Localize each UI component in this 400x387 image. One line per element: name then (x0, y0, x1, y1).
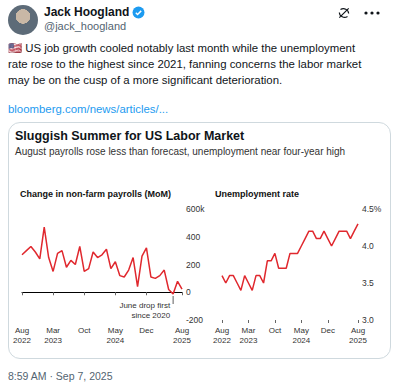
svg-text:2023: 2023 (240, 336, 258, 345)
svg-text:400: 400 (186, 232, 200, 242)
html-text:Jack Hoogland: Jack Hoogland (44, 5, 130, 19)
svg-text:3.5: 3.5 (362, 278, 374, 288)
svg-text:May: May (108, 326, 123, 335)
html-text:bloomberg.com/news/articles/..: bloomberg.com/news/articles/... (8, 103, 169, 115)
svg-text:Unemployment rate: Unemployment rate (215, 189, 299, 199)
svg-text:Dec: Dec (139, 326, 153, 335)
svg-text:600k: 600k (186, 204, 205, 214)
html-text:August payrolls rose less than: August payrolls rose less than forecast,… (15, 146, 346, 157)
html-text:rate rose to the highest since: rate rose to the highest since 2021, fan… (8, 58, 362, 70)
svg-text:June drop first: June drop first (119, 301, 170, 310)
svg-text:2023: 2023 (44, 336, 62, 345)
svg-text:4.5%: 4.5% (362, 204, 382, 214)
svg-text:Aug: Aug (175, 326, 189, 335)
svg-text:2024: 2024 (106, 336, 124, 345)
svg-text:Mar: Mar (46, 326, 60, 335)
svg-text:Aug: Aug (351, 326, 365, 335)
svg-text:200: 200 (186, 260, 200, 270)
svg-text:Change in non-farm payrolls (M: Change in non-farm payrolls (MoM) (20, 189, 171, 199)
svg-text:Aug: Aug (15, 326, 29, 335)
svg-text:2025: 2025 (349, 336, 367, 345)
svg-text:-200: -200 (186, 315, 203, 325)
svg-text:2025: 2025 (173, 336, 191, 345)
svg-text:2024: 2024 (292, 336, 310, 345)
svg-text:Dec: Dec (321, 326, 335, 335)
svg-text:May: May (294, 326, 309, 335)
html-text:may be on the cusp of a more s: may be on the cusp of a more significant… (8, 74, 283, 86)
html-text:@jack_hoogland: @jack_hoogland (44, 20, 127, 32)
svg-text:4.0: 4.0 (362, 241, 374, 251)
svg-text:Oct: Oct (78, 326, 91, 335)
html-text:8:59 AM · Sep 7, 2025: 8:59 AM · Sep 7, 2025 (8, 370, 113, 382)
svg-text:Mar: Mar (242, 326, 256, 335)
svg-text:Aug: Aug (215, 326, 229, 335)
svg-text:3.0: 3.0 (362, 315, 374, 325)
svg-text:Oct: Oct (269, 326, 282, 335)
svg-text:2022: 2022 (13, 336, 31, 345)
html-text:🇺🇸 US job growth cooled notabl: 🇺🇸 US job growth cooled notably last mon… (8, 42, 355, 54)
svg-text:since 2020: since 2020 (131, 311, 170, 320)
svg-text:0: 0 (186, 287, 191, 297)
svg-text:2022: 2022 (213, 336, 231, 345)
html-text:Sluggish Summer for US Labor M: Sluggish Summer for US Labor Market (15, 129, 245, 143)
